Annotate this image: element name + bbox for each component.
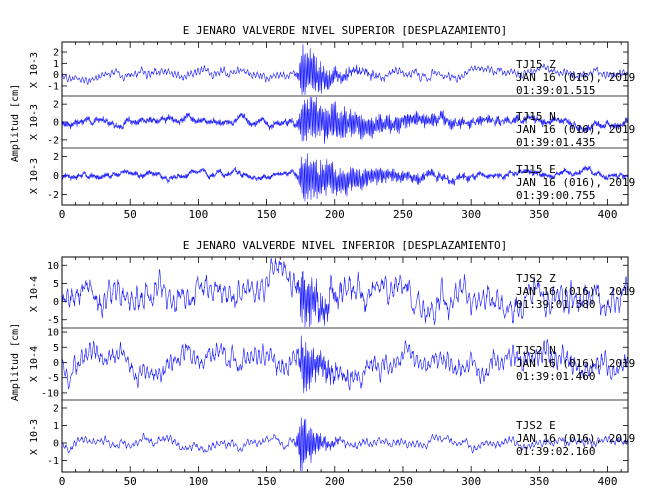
lower-plot-frame: [61, 256, 629, 473]
x-tick-label: 350: [529, 475, 549, 488]
x-tick-label: 50: [124, 208, 137, 221]
y-tick-label: 0: [53, 439, 59, 450]
lower-plot-ylabel: Amplitud [cm]: [10, 323, 21, 401]
upper-panel-z-scale: X 10-3: [29, 52, 40, 88]
y-tick-label: 0: [53, 118, 59, 129]
lower-plot-x-ticks: 0 50 100 150 200 250 300 350 400: [59, 257, 622, 488]
y-tick-label: 2: [53, 100, 59, 111]
y-tick-label: 10: [47, 328, 59, 339]
lower-panel-e-trace: [61, 417, 629, 472]
lower-plot: E JENARO VALVERDE NIVEL INFERIOR [DESPLA…: [10, 239, 635, 488]
lower-panel-n-y-ticks: 10 5 0 -5 -10: [41, 328, 628, 399]
lower-plot-title: E JENARO VALVERDE NIVEL INFERIOR [DESPLA…: [183, 239, 508, 252]
y-tick-label: 0: [53, 70, 59, 81]
upper-panel-n-trace: [61, 96, 629, 144]
y-tick-label: -5: [47, 315, 59, 326]
x-tick-label: 0: [59, 475, 66, 488]
lower-panel-z-trace: [61, 257, 629, 328]
lower-panel-n: X 10-4 10 5 0 -5 -10 TJS2 N JAN 16 (016), 20…: [29, 328, 635, 400]
y-tick-label: 0: [53, 358, 59, 369]
x-tick-label: 300: [461, 475, 481, 488]
upper-plot: E JENARO VALVERDE NIVEL SUPERIOR [DESPLA…: [10, 24, 635, 221]
x-tick-label: 300: [461, 208, 481, 221]
upper-panel-n: X 10-3 2 0 -2 TJ15 N JAN 16 (016), 2019 01…: [29, 96, 635, 149]
plot-border: [61, 41, 629, 206]
lower-panel-e-scale: X 10-3: [29, 419, 40, 455]
y-tick-label: 2: [53, 48, 59, 59]
upper-panel-n-station: TJ15 N: [516, 110, 556, 123]
upper-panel-e-time: 01:39:00.755: [516, 189, 595, 202]
lower-panel-e-date: JAN 16 (016), 2019: [516, 432, 635, 445]
upper-panel-n-scale: X 10-3: [29, 104, 40, 140]
y-tick-label: 10: [47, 261, 59, 272]
y-tick-label: 1: [53, 421, 59, 432]
y-tick-label: -5: [47, 373, 59, 384]
upper-panel-n-date: JAN 16 (016), 2019: [516, 123, 635, 136]
lower-panel-z-scale: X 10-4: [29, 276, 40, 312]
upper-panel-z-date: JAN 16 (016), 2019: [516, 71, 635, 84]
upper-plot-ylabel: Amplitud [cm]: [10, 84, 21, 162]
lower-panel-e-station: TJS2 E: [516, 419, 556, 432]
lower-panel-n-date: JAN 16 (016), 2019: [516, 357, 635, 370]
y-tick-label: -10: [41, 388, 59, 399]
lower-panel-z-date: JAN 16 (016), 2019: [516, 285, 635, 298]
lower-panel-n-time: 01:39:01.460: [516, 370, 595, 383]
y-tick-label: 5: [53, 343, 59, 354]
upper-panel-e-scale: X 10-3: [29, 158, 40, 194]
x-tick-label: 50: [124, 475, 137, 488]
plot-border: [61, 256, 629, 473]
x-tick-label: 100: [188, 208, 208, 221]
x-tick-label: 100: [188, 475, 208, 488]
upper-plot-frame: [61, 41, 629, 206]
lower-panel-e-time: 01:39:02.160: [516, 445, 595, 458]
x-tick-label: 150: [257, 475, 277, 488]
y-tick-label: -1: [47, 81, 59, 92]
y-tick-label: 0: [53, 171, 59, 182]
y-tick-label: -2: [47, 190, 59, 201]
upper-panel-n-time: 01:39:01.435: [516, 136, 595, 149]
x-tick-label: 250: [393, 475, 413, 488]
x-tick-label: 400: [598, 475, 618, 488]
x-tick-label: 400: [598, 208, 618, 221]
x-tick-label: 200: [325, 208, 345, 221]
upper-panel-e: X 10-3 2 0 -2 TJ15 E JAN 16 (016), 2019 01…: [29, 152, 635, 202]
lower-panel-e: X 10-3 2 1 0 -1 TJS2 E JAN 16 (016), 2019 0…: [29, 404, 635, 472]
x-tick-label: 0: [59, 208, 66, 221]
upper-plot-title: E JENARO VALVERDE NIVEL SUPERIOR [DESPLA…: [183, 24, 508, 37]
lower-panel-z-time: 01:39:01.580: [516, 298, 595, 311]
lower-panel-n-scale: X 10-4: [29, 346, 40, 382]
lower-panel-n-trace: [61, 335, 629, 394]
upper-panel-z-time: 01:39:01.515: [516, 84, 595, 97]
lower-panel-n-station: TJS2 N: [516, 344, 556, 357]
upper-panel-z-station: TJ15 Z: [516, 58, 556, 71]
x-tick-label: 150: [257, 208, 277, 221]
upper-panel-e-trace: [61, 153, 629, 202]
x-tick-label: 350: [529, 208, 549, 221]
upper-panel-e-station: TJ15 E: [516, 163, 556, 176]
y-tick-label: -1: [47, 456, 59, 467]
y-tick-label: 5: [53, 279, 59, 290]
lower-panel-z-station: TJS2 Z: [516, 272, 556, 285]
y-tick-label: 2: [53, 152, 59, 163]
y-tick-label: -2: [47, 135, 59, 146]
y-tick-label: 0: [53, 297, 59, 308]
lower-panel-e-y-ticks: 2 1 0 -1: [47, 404, 628, 467]
x-tick-label: 200: [325, 475, 345, 488]
upper-panel-e-date: JAN 16 (016), 2019: [516, 176, 635, 189]
x-tick-label: 250: [393, 208, 413, 221]
upper-panel-z: X 10-3 210-1 TJ15 Z JAN 16 (016), 2019 0…: [29, 44, 635, 97]
y-tick-label: 1: [53, 59, 59, 70]
upper-panel-z-trace: [61, 44, 629, 96]
upper-plot-x-ticks: 0 50 100 150 200 250 300 350 400: [59, 42, 622, 221]
y-tick-label: 2: [53, 404, 59, 415]
